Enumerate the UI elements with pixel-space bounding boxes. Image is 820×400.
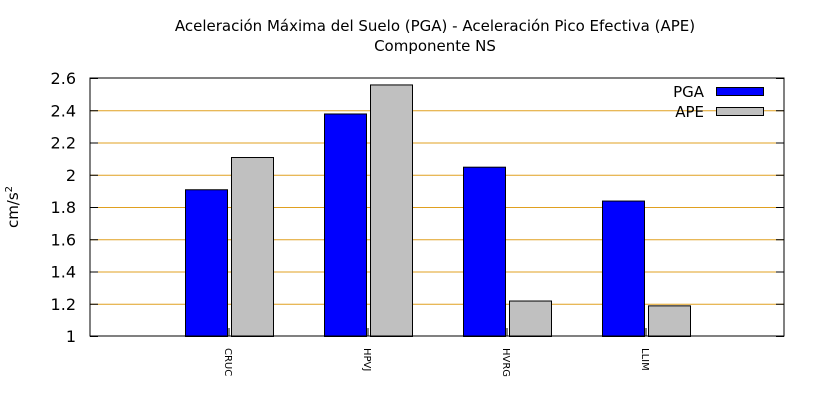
y-tick-label: 1.6 [51, 230, 76, 249]
y-axis-label: cm/s2 [4, 186, 22, 228]
legend: PGA APE [673, 83, 764, 121]
x-tick-label: LLIM [639, 348, 650, 371]
bars [185, 84, 691, 337]
legend-label-ape: APE [675, 103, 704, 121]
chart-title: Aceleración Máxima del Suelo (PGA) - Ace… [175, 17, 695, 55]
y-tick-label: 1.4 [51, 263, 76, 282]
y-tick-label: 2.6 [51, 69, 76, 88]
x-tick-label: CRUC [222, 348, 233, 376]
bar-ape-hpvj [370, 84, 413, 337]
bar-ape-hvrg [509, 300, 552, 337]
bar-ape-cruc [231, 157, 274, 337]
bar-pga-llim [602, 200, 645, 337]
legend-swatch-ape [716, 107, 764, 116]
y-axis-label-text: cm/s [4, 192, 22, 228]
bar-ape-llim [648, 305, 691, 337]
x-tick-label: HPVJ [361, 348, 372, 371]
y-tick-label: 1.2 [51, 295, 76, 314]
legend-label-pga: PGA [673, 83, 705, 101]
y-tick-label: 2.2 [51, 134, 76, 153]
y-tick-label: 2 [66, 166, 76, 185]
x-tick-label: HVRG [500, 348, 511, 377]
chart-title-line-1: Aceleración Máxima del Suelo (PGA) - Ace… [175, 17, 695, 35]
bar-pga-hvrg [463, 166, 506, 337]
bar-pga-cruc [185, 189, 228, 337]
chart-title-line-2: Componente NS [374, 37, 496, 55]
legend-swatch-pga [716, 87, 764, 96]
y-axis-label-superscript: 2 [4, 186, 15, 192]
y-tick-label: 1 [66, 327, 76, 346]
y-tick-label: 1.8 [51, 198, 76, 217]
y-tick-label: 2.4 [51, 101, 76, 120]
bar-pga-hpvj [324, 113, 367, 337]
axis-ticks: 1 1.2 1.4 1.6 1.8 2 2.2 2.4 2.6 CRUC HPVJ HVRG LLIM [51, 69, 784, 377]
